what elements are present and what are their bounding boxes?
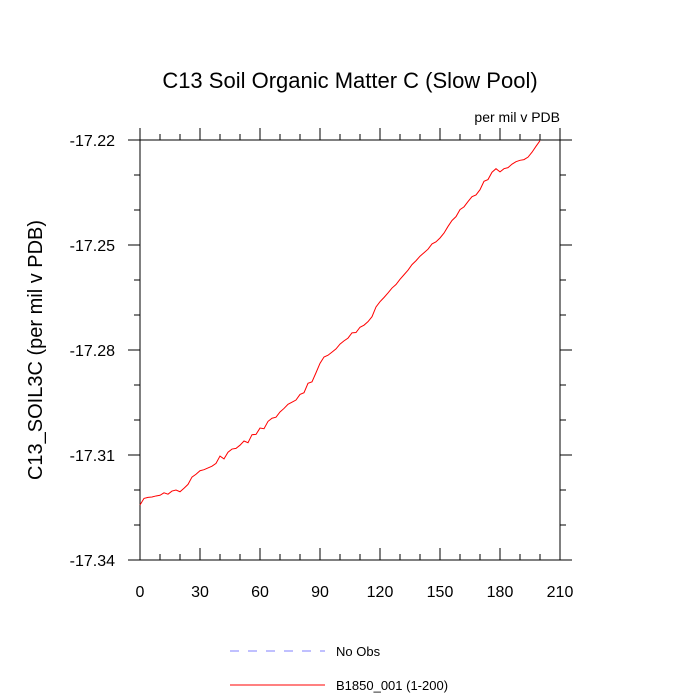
- y-tick-label: -17.31: [70, 448, 115, 465]
- y-axis-label: C13_SOIL3C (per mil v PDB): [25, 220, 47, 480]
- units-label: per mil v PDB: [474, 109, 560, 125]
- x-axis-tick-labels: 0 30 60 90 120 150 180 210: [136, 584, 574, 601]
- legend: No Obs B1850_001 (1-200): [230, 644, 448, 693]
- x-tick-label: 120: [367, 584, 394, 601]
- y-tick-label: -17.22: [70, 133, 115, 150]
- y-axis-ticks: [128, 139, 572, 561]
- x-tick-label: 180: [487, 584, 514, 601]
- x-tick-label: 150: [427, 584, 454, 601]
- legend-label-no-obs: No Obs: [336, 644, 381, 659]
- x-tick-label: 210: [547, 584, 574, 601]
- y-axis-tick-labels: -17.22 -17.25 -17.28 -17.31 -17.34: [70, 133, 115, 570]
- y-tick-label: -17.25: [70, 238, 115, 255]
- x-tick-label: 30: [191, 584, 209, 601]
- series-line-b1850-001: [139, 140, 541, 506]
- plot-frame: [139, 139, 561, 561]
- y-tick-label: -17.34: [70, 553, 115, 570]
- legend-label-b1850-001: B1850_001 (1-200): [336, 678, 448, 693]
- x-tick-label: 0: [136, 584, 145, 601]
- x-tick-label: 90: [311, 584, 329, 601]
- y-tick-label: -17.28: [70, 343, 115, 360]
- x-axis-ticks: [139, 128, 561, 560]
- chart-title: C13 Soil Organic Matter C (Slow Pool): [162, 68, 537, 93]
- x-tick-label: 60: [251, 584, 269, 601]
